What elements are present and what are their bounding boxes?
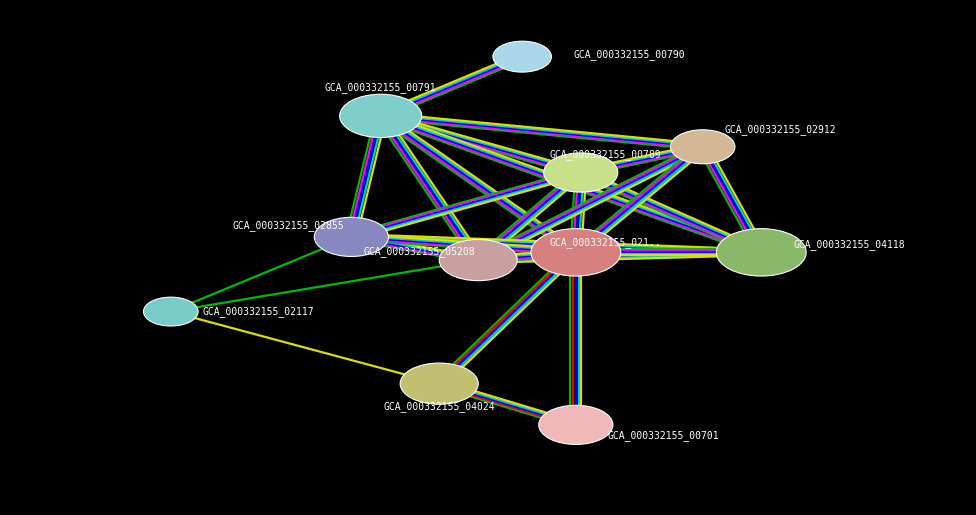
Text: GCA_000332155_05208: GCA_000332155_05208 <box>364 246 475 257</box>
Circle shape <box>539 405 613 444</box>
Circle shape <box>340 94 422 138</box>
Circle shape <box>531 229 621 276</box>
Text: GCA_000332155_00701: GCA_000332155_00701 <box>608 430 719 441</box>
Text: GCA_000332155_00789: GCA_000332155_00789 <box>549 149 661 160</box>
Circle shape <box>439 239 517 281</box>
Circle shape <box>400 363 478 404</box>
Circle shape <box>143 297 198 326</box>
Text: GCA_000332155_02912: GCA_000332155_02912 <box>725 124 836 135</box>
Circle shape <box>544 153 618 192</box>
Text: GCA_000332155_00790: GCA_000332155_00790 <box>574 48 685 60</box>
Text: GCA_000332155_02855: GCA_000332155_02855 <box>232 219 344 231</box>
Circle shape <box>671 130 735 164</box>
Circle shape <box>493 41 551 72</box>
Text: GCA_000332155_04024: GCA_000332155_04024 <box>384 401 495 413</box>
Text: GCA_000332155_021..: GCA_000332155_021.. <box>549 236 661 248</box>
Text: GCA_000332155_04118: GCA_000332155_04118 <box>793 239 905 250</box>
Circle shape <box>716 229 806 276</box>
Text: GCA_000332155_02117: GCA_000332155_02117 <box>203 306 314 317</box>
Circle shape <box>314 217 388 256</box>
Text: GCA_000332155_00791: GCA_000332155_00791 <box>325 82 436 93</box>
